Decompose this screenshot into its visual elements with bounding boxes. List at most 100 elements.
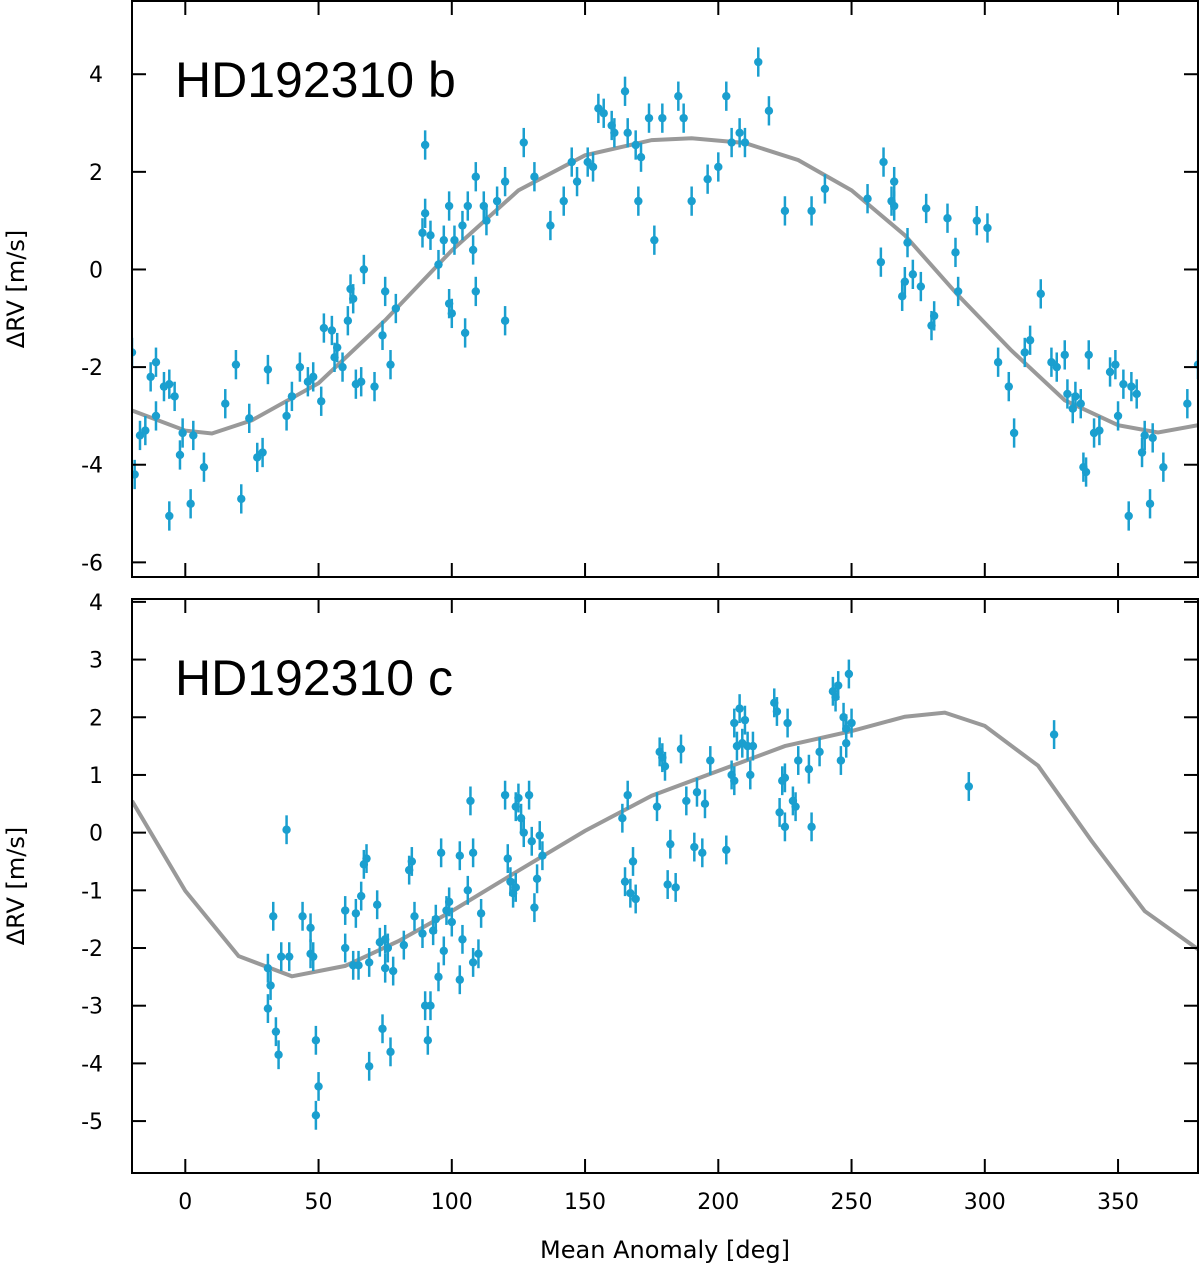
data-point bbox=[410, 912, 419, 921]
data-point bbox=[530, 172, 539, 181]
data-point bbox=[455, 851, 464, 860]
data-point bbox=[559, 196, 568, 206]
data-point bbox=[519, 138, 528, 147]
data-point bbox=[676, 744, 686, 754]
data-point bbox=[348, 294, 358, 303]
data-point bbox=[943, 214, 952, 223]
data-point bbox=[623, 790, 632, 800]
data-point bbox=[879, 157, 888, 167]
data-point bbox=[740, 715, 750, 725]
data-point bbox=[746, 770, 755, 780]
data-point bbox=[735, 704, 744, 713]
data-point bbox=[1009, 428, 1019, 438]
data-point bbox=[362, 854, 371, 863]
data-point bbox=[269, 912, 278, 921]
data-point bbox=[420, 140, 430, 150]
data-point bbox=[1036, 289, 1045, 299]
data-point bbox=[178, 428, 187, 438]
data-point bbox=[466, 796, 475, 806]
data-point bbox=[748, 741, 758, 751]
data-point bbox=[189, 431, 198, 440]
data-point bbox=[836, 756, 846, 765]
y-tick-label: 3 bbox=[89, 649, 103, 674]
data-point bbox=[983, 223, 992, 233]
data-point bbox=[916, 282, 926, 291]
data-point bbox=[687, 196, 696, 206]
data-point bbox=[431, 914, 441, 924]
data-point bbox=[663, 880, 672, 889]
data-point bbox=[1105, 367, 1115, 377]
data-point bbox=[929, 311, 939, 321]
data-point bbox=[679, 113, 688, 123]
data-point bbox=[730, 718, 739, 728]
data-point bbox=[333, 343, 342, 352]
data-point bbox=[151, 358, 161, 367]
data-point bbox=[245, 414, 254, 423]
data-point bbox=[1137, 448, 1147, 457]
data-point bbox=[309, 372, 318, 382]
data-point bbox=[500, 177, 510, 186]
data-point bbox=[631, 894, 640, 904]
x-tick-label: 150 bbox=[564, 1190, 606, 1215]
data-point bbox=[391, 304, 401, 313]
data-point bbox=[623, 128, 632, 137]
data-point bbox=[1004, 382, 1013, 391]
data-point bbox=[1060, 350, 1069, 360]
data-point bbox=[378, 1024, 387, 1033]
data-point bbox=[282, 825, 291, 834]
data-point bbox=[671, 883, 680, 892]
data-point bbox=[327, 326, 337, 335]
data-point bbox=[476, 909, 486, 918]
data-point bbox=[628, 857, 638, 866]
data-point bbox=[599, 109, 608, 118]
data-point bbox=[780, 206, 790, 216]
data-point bbox=[426, 1001, 435, 1010]
data-point bbox=[908, 270, 918, 279]
data-point bbox=[370, 382, 379, 391]
data-point bbox=[993, 358, 1003, 367]
data-point bbox=[735, 128, 744, 137]
data-point bbox=[620, 87, 630, 96]
y-tick-label: 0 bbox=[89, 822, 103, 847]
data-point bbox=[791, 802, 800, 811]
y-tick-label: 1 bbox=[89, 764, 103, 789]
y-tick-label: 0 bbox=[89, 258, 103, 283]
data-point bbox=[780, 822, 790, 832]
data-point bbox=[309, 952, 318, 961]
data-point bbox=[341, 943, 350, 953]
data-point bbox=[468, 958, 478, 967]
data-point bbox=[354, 961, 363, 970]
data-point bbox=[274, 1050, 283, 1059]
data-point bbox=[842, 724, 851, 733]
data-point bbox=[519, 828, 528, 837]
data-point bbox=[698, 848, 707, 858]
data-point bbox=[1127, 382, 1136, 391]
data-point bbox=[583, 157, 592, 167]
data-point bbox=[151, 411, 161, 421]
data-point bbox=[594, 104, 603, 113]
data-point bbox=[1047, 358, 1056, 367]
data-point bbox=[338, 362, 347, 372]
data-point bbox=[706, 756, 715, 765]
data-point bbox=[434, 972, 443, 982]
data-point bbox=[388, 966, 398, 976]
data-point bbox=[474, 949, 483, 958]
data-point bbox=[588, 162, 598, 172]
y-tick-label: 4 bbox=[89, 591, 103, 616]
data-point bbox=[660, 762, 670, 771]
data-point bbox=[282, 411, 291, 421]
data-point bbox=[727, 138, 736, 147]
data-point bbox=[343, 316, 353, 325]
data-point bbox=[135, 431, 145, 440]
data-point bbox=[1119, 379, 1128, 389]
panel-title: HD192310 b bbox=[175, 52, 456, 108]
data-point bbox=[383, 943, 393, 953]
data-point bbox=[964, 782, 974, 791]
data-point bbox=[444, 201, 454, 211]
data-point bbox=[644, 113, 654, 123]
data-point bbox=[399, 940, 409, 950]
plot-area bbox=[132, 659, 1198, 1130]
data-point bbox=[306, 923, 315, 933]
data-point bbox=[900, 277, 910, 286]
data-point bbox=[463, 201, 472, 211]
